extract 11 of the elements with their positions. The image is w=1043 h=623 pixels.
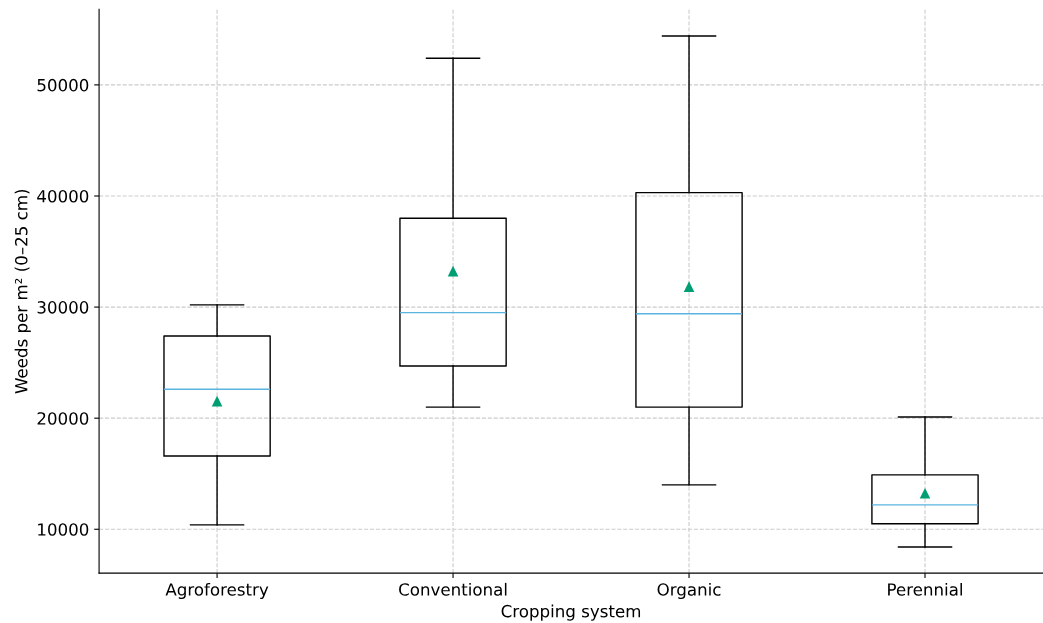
y-tick-label: 10000 (38, 523, 89, 536)
x-tick-label: Conventional (399, 582, 507, 596)
x-tick-label: Agroforestry (165, 582, 269, 600)
y-tick-label: 40000 (37, 189, 89, 203)
y-tick-label: 30000 (37, 301, 89, 314)
x-axis-title: Cropping system (501, 604, 641, 621)
x-tick-label: Perennial (888, 582, 962, 596)
y-tick-label: 50000 (37, 78, 89, 92)
y-tick-label: 20000 (37, 412, 89, 425)
x-tick-label: Organic (657, 582, 721, 600)
y-axis-title: Weeds per m² (0–25 cm) (14, 189, 31, 394)
